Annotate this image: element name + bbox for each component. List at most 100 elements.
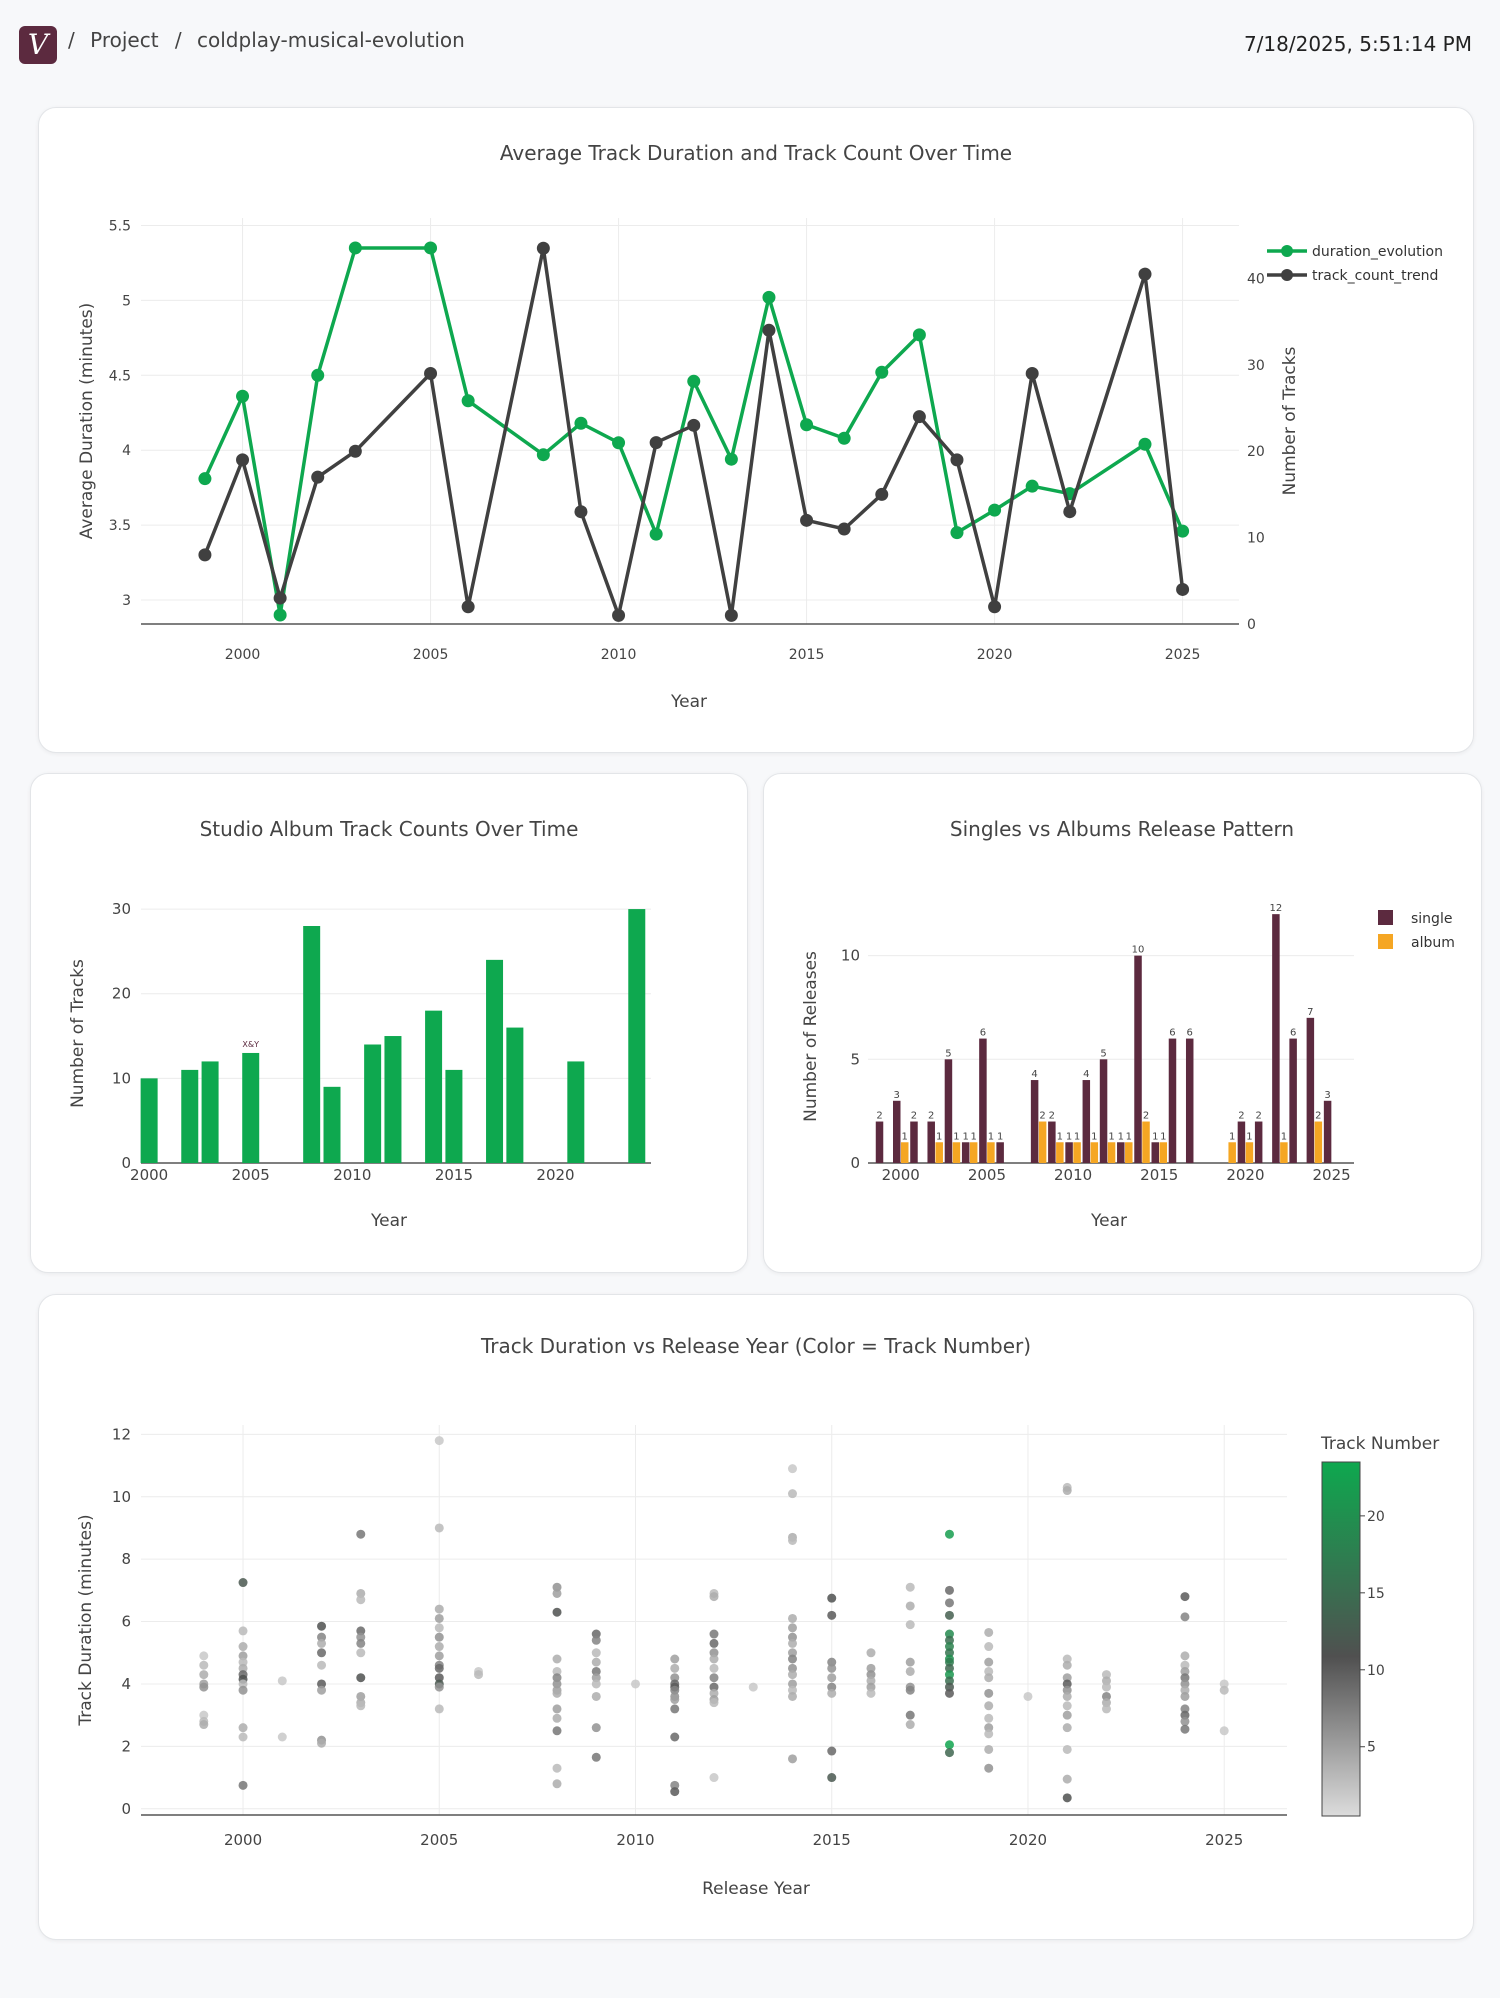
data-point-track_count_trend (536, 241, 550, 255)
data-point-track_count_trend (875, 487, 889, 501)
scatter-point (709, 1663, 719, 1673)
data-point-track_count_trend (461, 600, 475, 614)
scatter-point (709, 1648, 719, 1658)
y-tick-label: 10 (841, 947, 860, 965)
x-tick-label: 2015 (813, 1831, 851, 1849)
card-singles-albums: Singles vs Albums Release Pattern 0 5 10 200… (763, 773, 1482, 1273)
y-tick-label: 5 (850, 1050, 860, 1068)
scatter-point (827, 1663, 837, 1673)
scatter-point (905, 1720, 915, 1730)
scatter-point (1180, 1704, 1190, 1714)
bar-value-label: 1 (1066, 1131, 1072, 1142)
bar-value-label: 6 (1169, 1028, 1175, 1039)
y-right-axis-label: Number of Tracks (1280, 346, 1300, 495)
scatter-point (944, 1635, 954, 1645)
bar (384, 1036, 402, 1163)
y-tick-label: 20 (112, 985, 131, 1003)
bar-value-label: 4 (1083, 1069, 1089, 1080)
legend-label: single (1411, 911, 1452, 927)
scatter-point (1101, 1682, 1111, 1692)
scatter-point (944, 1740, 954, 1750)
scatter-point (591, 1635, 601, 1645)
x-tick-label: 2000 (130, 1166, 168, 1184)
scatter-point (1180, 1651, 1190, 1661)
scatter-point (827, 1657, 837, 1667)
breadcrumb-current[interactable]: coldplay-musical-evolution (197, 28, 465, 52)
data-point-track_count_trend (1176, 582, 1190, 596)
series-line-duration_evolution (203, 246, 1185, 617)
bar-album (952, 1142, 961, 1163)
scatter-point (984, 1673, 994, 1683)
scatter-point (434, 1523, 444, 1533)
scatter-point (1062, 1774, 1072, 1784)
scatter-point (1180, 1685, 1190, 1695)
scatter-point (670, 1673, 680, 1683)
breadcrumb-project[interactable]: Project (90, 28, 159, 52)
bar-single (1117, 1142, 1125, 1163)
scatter-point (1023, 1691, 1033, 1701)
scatter-point (1062, 1691, 1072, 1701)
scatter-point (317, 1638, 327, 1648)
scatter-point (787, 1623, 797, 1633)
bar (181, 1069, 199, 1163)
colorbar-tick-label: 5 (1367, 1740, 1376, 1756)
scatter-point (356, 1673, 366, 1683)
data-point-duration_evolution (574, 416, 588, 430)
scatter-point (434, 1613, 444, 1623)
bar-value-label: 12 (1270, 903, 1283, 914)
data-point-duration_evolution (988, 503, 1002, 517)
scatter-point (434, 1651, 444, 1661)
scatter-point (238, 1780, 248, 1790)
scatter-point (866, 1648, 876, 1658)
scatter-point (474, 1670, 484, 1680)
y-tick-label: 2 (121, 1737, 131, 1755)
scatter-point (787, 1691, 797, 1701)
chart-title: Singles vs Albums Release Pattern (950, 817, 1294, 841)
scatter-point (709, 1629, 719, 1639)
scatter-point (552, 1704, 562, 1714)
y-left-tick-label: 4.5 (109, 368, 131, 384)
scatter-point (670, 1695, 680, 1705)
bar-value-label: 3 (894, 1090, 900, 1101)
data-point-track_count_trend (1025, 366, 1039, 380)
bar-value-label: 2 (876, 1111, 882, 1122)
scatter-point (1180, 1679, 1190, 1689)
bar-single (1306, 1017, 1315, 1163)
bar-value-label: 1 (1281, 1131, 1287, 1142)
x-tick-label: 2020 (1009, 1831, 1047, 1849)
colorbar (1321, 1461, 1361, 1817)
scatter-point (1062, 1486, 1072, 1496)
bar-single (1099, 1059, 1108, 1163)
y-tick-label: 0 (121, 1800, 131, 1818)
scatter-point (827, 1673, 837, 1683)
bar-single (927, 1121, 935, 1163)
scatter-point (1062, 1685, 1072, 1695)
y-left-tick-label: 4 (122, 443, 131, 459)
chart-title: Average Track Duration and Track Count O… (500, 141, 1012, 165)
scatter-point (552, 1673, 562, 1683)
bar (201, 1061, 219, 1163)
bar-single (1168, 1038, 1177, 1163)
bar-album (900, 1142, 909, 1163)
bar-value-label: 1 (1152, 1131, 1158, 1142)
scatter-point (356, 1529, 366, 1539)
bar-album (987, 1142, 995, 1163)
scatter-point (984, 1723, 994, 1733)
scatter-point (317, 1660, 327, 1670)
data-point-track_count_trend (837, 522, 851, 536)
app-logo[interactable]: V (19, 26, 57, 64)
scatter-point (905, 1620, 915, 1630)
data-point-duration_evolution (687, 374, 701, 388)
bar-value-label: 1 (1108, 1131, 1114, 1142)
y-right-tick-label: 40 (1247, 271, 1265, 287)
x-tick-label: 2025 (1205, 1831, 1243, 1849)
y-tick-label: 12 (112, 1425, 131, 1443)
scatter-point (238, 1578, 248, 1588)
bar (242, 1052, 260, 1163)
data-point-duration_evolution (837, 431, 851, 445)
card-studio-album: Studio Album Track Counts Over Time 0 10 20… (30, 773, 748, 1273)
bar-value-label: 2 (911, 1111, 917, 1122)
scatter-point (317, 1679, 327, 1689)
y-tick-label: 4 (121, 1675, 131, 1693)
bar-album (1090, 1142, 1099, 1163)
